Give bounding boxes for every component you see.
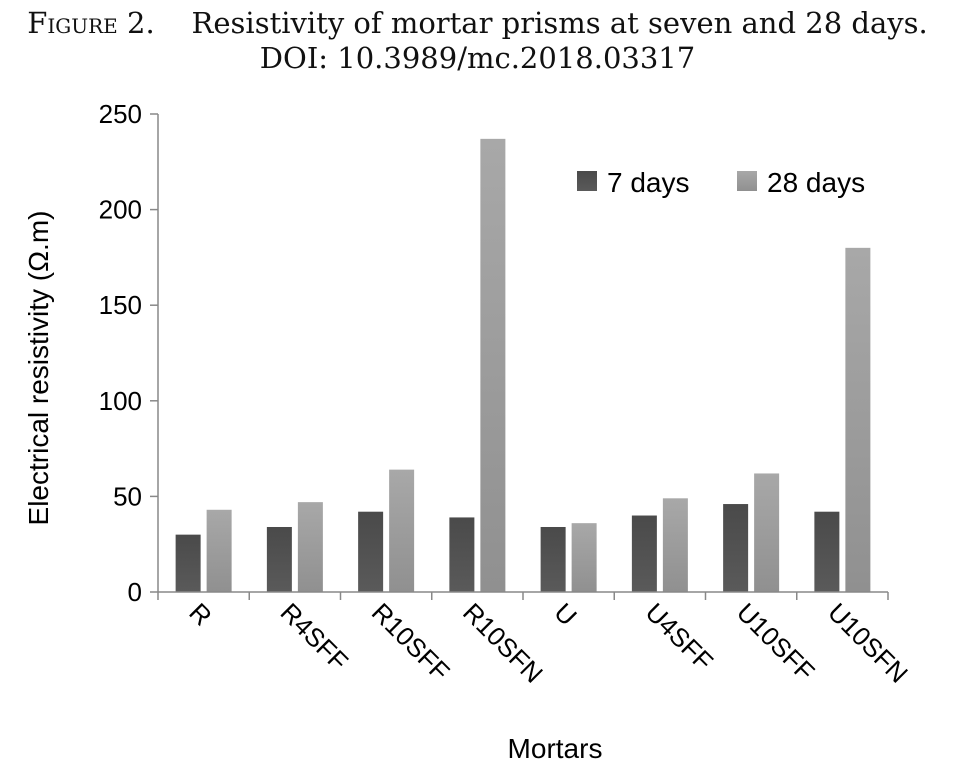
legend: 7 days 28 days (577, 167, 865, 198)
y-tick-label: 200 (99, 195, 142, 225)
bar-28-days-U (571, 523, 597, 592)
x-tick-label: R10SFF (366, 597, 456, 687)
bar-7-days-R10SFN (449, 517, 475, 592)
figure-title: Resistivity of mortar prisms at seven an… (191, 6, 928, 40)
bar-28-days-R4SFF (297, 502, 323, 592)
x-axis-ticks: R R4SFF R10SFF R10SFN U U4SFF U10SFF U10SFN (183, 597, 913, 689)
x-tick-label: U4SFF (640, 597, 719, 676)
bar-28-days-R (206, 509, 232, 592)
y-tick-label: 50 (113, 481, 142, 511)
figure-label: Figure 2. (27, 6, 155, 40)
legend-swatch (737, 171, 757, 191)
bar-28-days-R10SFN (480, 138, 506, 592)
x-tick-label: R (183, 597, 217, 631)
x-axis-title: Mortars (508, 733, 603, 764)
bar-28-days-U4SFF (662, 498, 688, 592)
y-tick-label: 250 (99, 99, 142, 129)
axes (157, 114, 889, 600)
bar-7-days-R (175, 534, 201, 592)
bar-7-days-U10SFF (723, 504, 749, 592)
legend-label: 28 days (767, 167, 865, 198)
y-tick-label: 0 (128, 577, 142, 607)
bar-7-days-U10SFN (814, 511, 840, 592)
bar-28-days-U10SFF (754, 473, 780, 592)
bars (175, 138, 871, 592)
x-tick-label: U10SFF (731, 597, 821, 687)
bar-7-days-R4SFF (266, 526, 292, 592)
x-tick-label: U (548, 597, 582, 631)
x-tick-label: R4SFF (275, 597, 354, 676)
bar-7-days-R10SFF (358, 511, 384, 592)
figure-doi: DOI: 10.3989/mc.2018.03317 (259, 41, 696, 75)
figure-caption: Figure 2. Resistivity of mortar prisms a… (0, 6, 955, 76)
x-tick-label: U10SFN (822, 597, 914, 689)
y-tick-label: 100 (99, 386, 142, 416)
y-tick-label: 150 (99, 290, 142, 320)
y-axis-ticks: 0 50 100 150 200 250 (99, 99, 158, 607)
bar-7-days-U (540, 526, 566, 592)
x-tick-label: R10SFN (457, 597, 549, 689)
legend-swatch (577, 171, 597, 191)
y-axis-title: Electrical resistivity (Ω.m) (23, 211, 54, 526)
legend-label: 7 days (607, 167, 690, 198)
bar-7-days-U4SFF (631, 515, 657, 592)
bar-28-days-U10SFN (845, 247, 871, 592)
bar-28-days-R10SFF (389, 469, 415, 592)
